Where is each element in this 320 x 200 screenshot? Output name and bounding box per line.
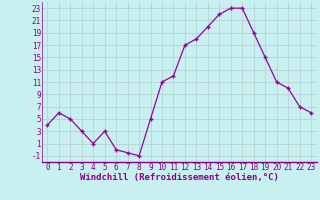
X-axis label: Windchill (Refroidissement éolien,°C): Windchill (Refroidissement éolien,°C) (80, 173, 279, 182)
